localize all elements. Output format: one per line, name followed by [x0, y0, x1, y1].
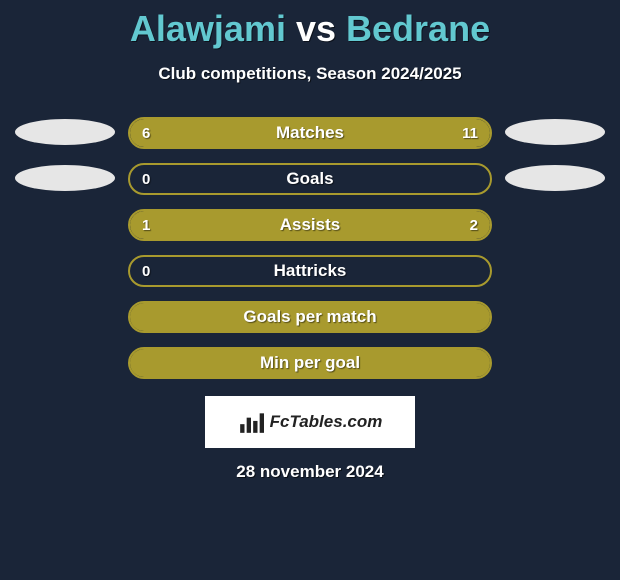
- stat-bar: Min per goal: [128, 347, 492, 379]
- right-badge-slot: [500, 119, 610, 147]
- vs-separator: vs: [296, 8, 336, 49]
- stat-row: 12Assists: [10, 208, 610, 242]
- comparison-title: Alawjami vs Bedrane: [0, 8, 620, 50]
- stat-label: Matches: [130, 119, 490, 147]
- left-badge-slot: [10, 165, 120, 193]
- stat-row: 611Matches: [10, 116, 610, 150]
- stat-label: Hattricks: [130, 257, 490, 285]
- right-badge-slot: [500, 211, 610, 239]
- team-badge-left: [15, 119, 115, 145]
- stat-bar: 0Hattricks: [128, 255, 492, 287]
- infographic-date: 28 november 2024: [0, 462, 620, 482]
- left-badge-slot: [10, 211, 120, 239]
- stat-bar: 0Goals: [128, 163, 492, 195]
- player1-name: Alawjami: [130, 8, 286, 49]
- stat-label: Goals: [130, 165, 490, 193]
- stats-area: 611Matches 0Goals 12Assists 0Hattricks Goals…: [0, 116, 620, 380]
- player2-name: Bedrane: [346, 8, 490, 49]
- stat-row: Goals per match: [10, 300, 610, 334]
- left-badge-slot: [10, 303, 120, 331]
- right-badge-slot: [500, 303, 610, 331]
- stat-label: Min per goal: [130, 349, 490, 377]
- team-badge-right: [505, 119, 605, 145]
- left-badge-slot: [10, 349, 120, 377]
- infographic-container: Alawjami vs Bedrane Club competitions, S…: [0, 0, 620, 482]
- stat-bar: 12Assists: [128, 209, 492, 241]
- stat-bar: Goals per match: [128, 301, 492, 333]
- stat-row: 0Hattricks: [10, 254, 610, 288]
- right-badge-slot: [500, 165, 610, 193]
- stat-row: 0Goals: [10, 162, 610, 196]
- team-badge-left: [15, 165, 115, 191]
- team-badge-right: [505, 165, 605, 191]
- fctables-logo: FcTables.com: [205, 396, 415, 448]
- season-subtitle: Club competitions, Season 2024/2025: [0, 64, 620, 84]
- stat-bar: 611Matches: [128, 117, 492, 149]
- left-badge-slot: [10, 257, 120, 285]
- left-badge-slot: [10, 119, 120, 147]
- right-badge-slot: [500, 257, 610, 285]
- stat-label: Assists: [130, 211, 490, 239]
- stat-label: Goals per match: [130, 303, 490, 331]
- right-badge-slot: [500, 349, 610, 377]
- stat-row: Min per goal: [10, 346, 610, 380]
- logo-text: FcTables.com: [270, 412, 383, 432]
- bars-icon: [238, 409, 264, 435]
